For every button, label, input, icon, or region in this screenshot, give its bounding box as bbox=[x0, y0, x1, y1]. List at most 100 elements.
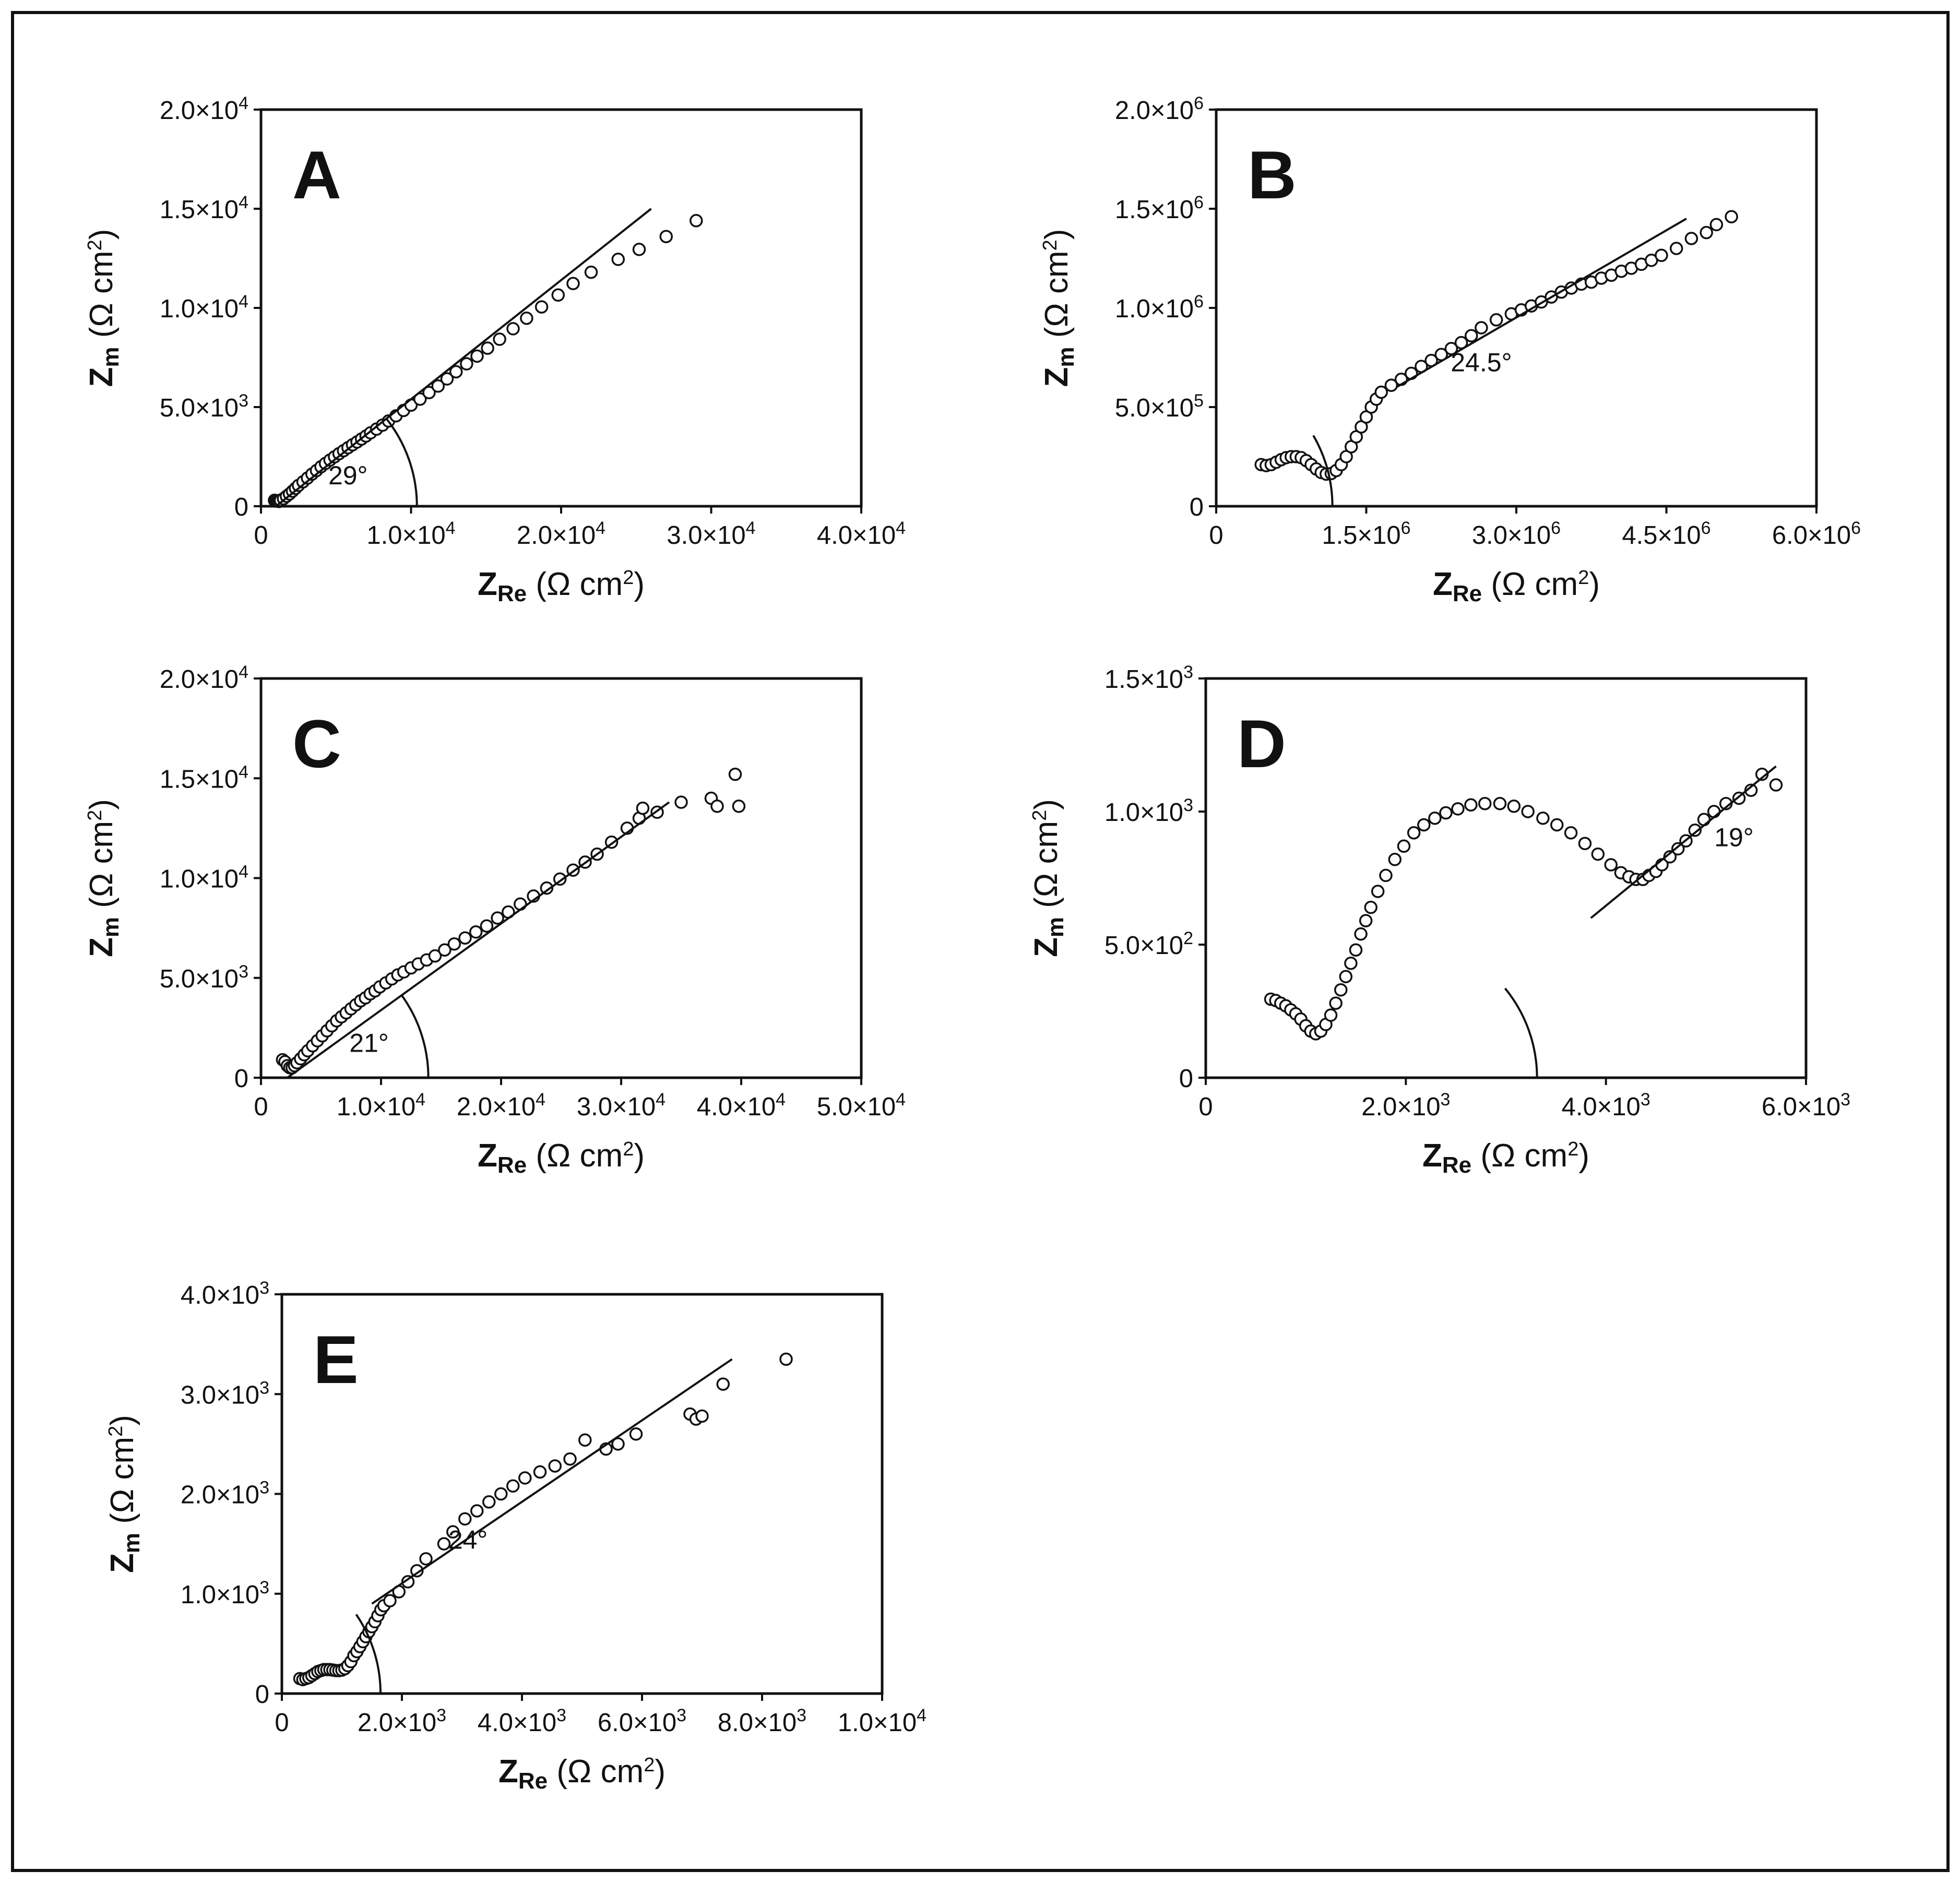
angle-label: 19° bbox=[1714, 823, 1754, 852]
panel-label: E bbox=[313, 1321, 359, 1398]
x-tick-label: 5.0×104 bbox=[817, 1090, 906, 1121]
data-point bbox=[518, 1471, 532, 1485]
angle-arc bbox=[1504, 987, 1538, 1078]
data-point bbox=[636, 801, 650, 815]
data-point bbox=[584, 265, 598, 279]
data-point bbox=[449, 365, 463, 379]
x-axis-label-sub: Re bbox=[1453, 581, 1482, 606]
x-tick-label: 4.0×104 bbox=[697, 1090, 786, 1121]
x-tick-label: 0 bbox=[254, 521, 268, 550]
data-point bbox=[1407, 826, 1421, 840]
data-point bbox=[779, 1352, 793, 1366]
data-point bbox=[1388, 853, 1401, 866]
data-point bbox=[1697, 813, 1711, 827]
data-point bbox=[446, 1525, 460, 1539]
data-point bbox=[566, 277, 580, 291]
data-point bbox=[540, 881, 554, 895]
y-axis-label-unit-close: ) bbox=[84, 799, 120, 810]
angle-arc bbox=[385, 418, 418, 507]
panel-e: 0 2.0×103 4.0×103 6.0×103 8.0×103 1.0×104 0 1.0… bbox=[104, 1278, 926, 1794]
y-axis-label-unit: (Ω cm bbox=[104, 1437, 140, 1533]
x-tick-label: 2.0×104 bbox=[517, 518, 605, 550]
data-point bbox=[1769, 778, 1783, 792]
y-axis-label: Zm (Ω cm2) bbox=[1028, 799, 1068, 957]
panel-a: 0 1.0×104 2.0×104 3.0×104 4.0×104 0 5.0×103 1.0… bbox=[84, 93, 906, 606]
x-axis-label: ZRe (Ω cm2) bbox=[498, 1754, 666, 1794]
data-point bbox=[1417, 818, 1431, 832]
panel-label: C bbox=[292, 706, 341, 782]
y-tick-label: 1.5×103 bbox=[1104, 662, 1193, 694]
y-axis-label-main: Z bbox=[1039, 367, 1075, 387]
data-point bbox=[1364, 900, 1377, 914]
y-axis-label-unit-close: ) bbox=[84, 229, 120, 240]
x-axis-label: ZRe (Ω cm2) bbox=[478, 566, 645, 606]
y-axis-label-sub: m bbox=[1043, 917, 1068, 937]
x-axis-label-unit-sup: 2 bbox=[623, 567, 634, 589]
data-point bbox=[1359, 914, 1373, 927]
x-tick-label: 1.0×104 bbox=[337, 1090, 425, 1121]
data-point bbox=[674, 795, 688, 809]
y-axis-label-sub: m bbox=[1053, 347, 1079, 367]
y-tick-label: 4.0×103 bbox=[181, 1278, 269, 1309]
data-point bbox=[1384, 378, 1398, 392]
data-point bbox=[1688, 823, 1702, 837]
data-point bbox=[578, 1433, 592, 1447]
x-axis-label-unit-close: ) bbox=[655, 1754, 666, 1790]
data-point bbox=[1397, 839, 1411, 853]
data-point bbox=[728, 767, 742, 781]
y-tick-label: 0 bbox=[234, 493, 248, 521]
angle-arc bbox=[1312, 435, 1334, 507]
y-tick-label: 1.5×104 bbox=[160, 762, 248, 793]
x-axis-label-unit-sup: 2 bbox=[644, 1754, 655, 1776]
x-axis-label-unit-close: ) bbox=[634, 566, 645, 602]
x-tick-label: 4.0×103 bbox=[1562, 1090, 1650, 1121]
angle-label: 24.5° bbox=[1451, 348, 1512, 377]
y-tick-label: 1.0×104 bbox=[160, 292, 248, 323]
y-axis-label-sub: m bbox=[98, 917, 124, 937]
x-tick-label: 1.5×106 bbox=[1322, 518, 1410, 550]
data-point bbox=[1465, 329, 1478, 342]
y-tick-label: 0 bbox=[1190, 493, 1204, 521]
data-point bbox=[1339, 970, 1353, 983]
x-tick-label: 8.0×103 bbox=[718, 1706, 806, 1737]
data-point bbox=[1725, 210, 1738, 223]
y-axis-label-unit-sup: 2 bbox=[84, 240, 106, 251]
angle-label: 21° bbox=[349, 1028, 389, 1057]
x-axis-label-main: Z bbox=[478, 1138, 497, 1174]
x-axis-label: ZRe (Ω cm2) bbox=[1422, 1138, 1589, 1178]
x-axis-label-unit-close: ) bbox=[1589, 566, 1600, 602]
x-tick-label: 0 bbox=[275, 1709, 289, 1737]
data-point bbox=[1655, 248, 1668, 263]
data-point bbox=[1493, 796, 1507, 811]
data-point bbox=[1374, 385, 1388, 399]
y-axis-label: Zm (Ω cm2) bbox=[84, 799, 124, 957]
data-point bbox=[440, 372, 454, 386]
y-axis-label-unit-sup: 2 bbox=[105, 1426, 127, 1437]
y-tick-label: 5.0×105 bbox=[1115, 391, 1204, 422]
data-point bbox=[1521, 805, 1535, 818]
angle-arc bbox=[355, 1614, 382, 1694]
x-axis-label-sub: Re bbox=[518, 1768, 548, 1794]
fit-line bbox=[287, 801, 670, 1079]
data-point bbox=[1451, 802, 1465, 816]
data-point bbox=[401, 1575, 415, 1589]
data-point bbox=[431, 379, 445, 393]
y-axis-label-sub: m bbox=[98, 347, 124, 367]
fit-line bbox=[1395, 218, 1687, 388]
data-point bbox=[447, 937, 461, 951]
data-point bbox=[1671, 842, 1685, 856]
data-point bbox=[611, 1437, 625, 1451]
data-point bbox=[659, 230, 673, 243]
y-axis-label-unit-close: ) bbox=[1028, 799, 1064, 810]
panel-label: B bbox=[1248, 137, 1297, 213]
data-point bbox=[1507, 800, 1521, 813]
plot-frame bbox=[1204, 677, 1808, 1079]
y-tick-label: 2.0×103 bbox=[181, 1478, 269, 1509]
y-tick-label: 1.0×106 bbox=[1115, 292, 1204, 323]
data-point bbox=[534, 300, 549, 314]
data-point bbox=[1478, 796, 1492, 811]
y-axis-label-unit: (Ω cm bbox=[1028, 821, 1064, 917]
angle-label: 24° bbox=[448, 1526, 488, 1555]
x-axis-label-unit: (Ω cm bbox=[1482, 566, 1578, 602]
